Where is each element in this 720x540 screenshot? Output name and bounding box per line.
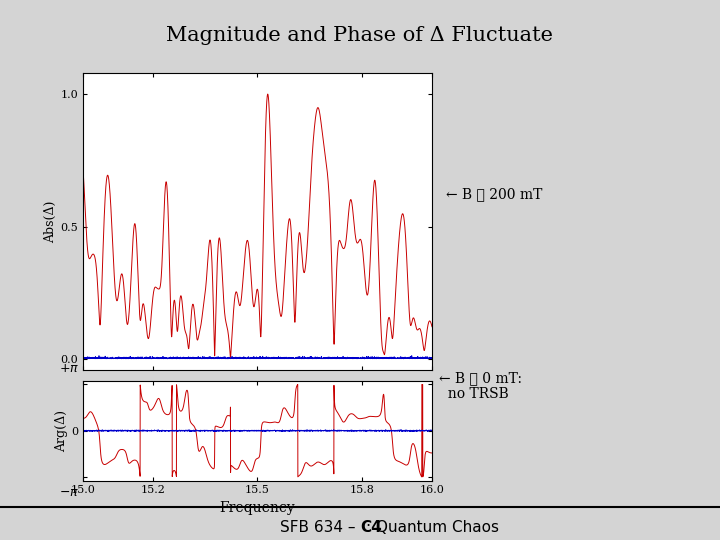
X-axis label: Frequency: Frequency (220, 501, 295, 515)
Text: Magnitude and Phase of Δ Fluctuate: Magnitude and Phase of Δ Fluctuate (166, 25, 554, 45)
Text: ← B ⏱ 0 mT:
  no TRSB: ← B ⏱ 0 mT: no TRSB (439, 371, 522, 401)
Text: C4: C4 (360, 520, 382, 535)
Y-axis label: Arg(Δ): Arg(Δ) (55, 410, 68, 451)
Text: SFB 634 –: SFB 634 – (279, 520, 360, 535)
Text: ← B ⏱ 200 mT: ← B ⏱ 200 mT (446, 187, 543, 201)
Y-axis label: Abs(Δ): Abs(Δ) (45, 200, 58, 242)
Text: $+\pi$: $+\pi$ (59, 362, 79, 375)
Text: $-\pi$: $-\pi$ (59, 486, 79, 499)
Text: : Quantum Chaos: : Quantum Chaos (366, 520, 499, 535)
